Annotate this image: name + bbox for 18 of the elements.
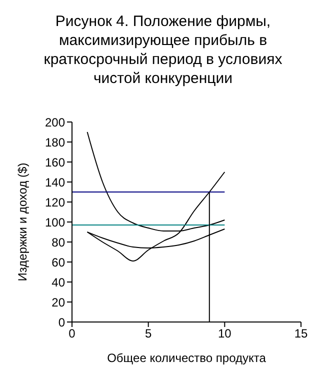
y-axis-title: Издержки и доход ($) [15,162,30,282]
y-tick-label: 160 [44,155,66,170]
y-tick-label: 40 [52,275,66,290]
y-tick-label: 0 [58,315,66,330]
chart-title: Рисунок 4. Положение фирмы, максимизирующее прибыль в краткосрочный период в условиях чистой конкуренции [42,12,284,88]
x-tick-label: 0 [68,326,76,341]
x-axis-title: Общее количество продукта [107,351,266,365]
y-tick-label: 80 [52,235,66,250]
y-tick-label: 180 [44,135,66,150]
y-tick-label: 140 [44,175,66,190]
y-tick-label: 100 [44,215,66,230]
x-tick-label: 10 [218,326,232,341]
x-tick-label: 5 [144,326,152,341]
x-tick-label: 15 [294,326,308,341]
y-tick-label: 60 [52,255,66,270]
y-tick-label: 20 [52,295,66,310]
y-tick-label: 120 [44,195,66,210]
y-tick-label: 200 [44,115,66,130]
